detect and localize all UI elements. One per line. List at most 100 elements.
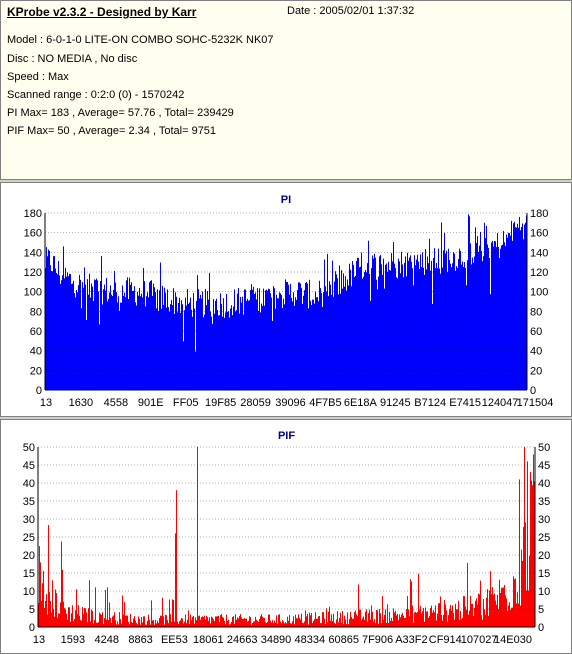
bar bbox=[308, 308, 309, 390]
x-tick-label: 91245 bbox=[380, 397, 411, 409]
bar bbox=[370, 300, 371, 390]
bar bbox=[301, 613, 302, 627]
bar bbox=[43, 570, 44, 627]
bar bbox=[229, 317, 230, 390]
bar bbox=[441, 614, 442, 627]
bar bbox=[58, 613, 59, 627]
bar bbox=[75, 610, 76, 627]
bar bbox=[138, 295, 139, 390]
bar bbox=[67, 272, 68, 390]
bar bbox=[236, 619, 237, 627]
y-tick-label-left: 40 bbox=[23, 478, 35, 490]
bar bbox=[74, 619, 75, 627]
bar bbox=[237, 617, 238, 627]
bar bbox=[150, 624, 151, 627]
y-tick-label-left: 120 bbox=[24, 267, 42, 279]
bar bbox=[400, 617, 401, 627]
bar bbox=[84, 607, 85, 627]
bar bbox=[154, 287, 155, 390]
bar bbox=[312, 299, 313, 390]
bar bbox=[465, 606, 466, 627]
bar bbox=[87, 279, 88, 390]
bar bbox=[66, 613, 67, 627]
bar bbox=[437, 613, 438, 627]
bar bbox=[226, 614, 227, 627]
bar bbox=[194, 308, 195, 390]
bar bbox=[279, 614, 280, 627]
bar bbox=[377, 610, 378, 627]
bar bbox=[456, 609, 457, 627]
bar bbox=[120, 619, 121, 627]
bar bbox=[146, 624, 147, 627]
bar bbox=[190, 297, 191, 390]
bar bbox=[205, 619, 206, 627]
bar bbox=[122, 595, 123, 627]
bar bbox=[179, 621, 180, 627]
bar bbox=[527, 461, 528, 627]
bar bbox=[378, 623, 379, 627]
bar bbox=[255, 292, 256, 390]
y-tick-label-right: 5 bbox=[538, 604, 544, 616]
y-tick-label-left: 20 bbox=[23, 550, 35, 562]
bar bbox=[162, 597, 163, 627]
bar bbox=[269, 289, 270, 390]
bar bbox=[55, 268, 56, 390]
bar bbox=[62, 275, 63, 390]
bar bbox=[168, 623, 169, 627]
bar bbox=[113, 289, 114, 390]
bar bbox=[378, 276, 379, 390]
bar bbox=[75, 297, 76, 390]
bar bbox=[192, 616, 193, 627]
y-tick-label-right: 160 bbox=[530, 228, 548, 240]
bar bbox=[212, 617, 213, 627]
bar bbox=[428, 617, 429, 627]
bar bbox=[135, 302, 136, 390]
bar bbox=[89, 580, 90, 627]
bar bbox=[208, 299, 209, 390]
bar bbox=[150, 280, 151, 390]
bar bbox=[457, 267, 458, 390]
bar bbox=[361, 620, 362, 627]
bar bbox=[295, 297, 296, 390]
bar bbox=[404, 262, 405, 390]
bar bbox=[379, 608, 380, 627]
bar bbox=[316, 297, 317, 390]
bar bbox=[438, 248, 439, 390]
bar bbox=[429, 238, 430, 390]
bar bbox=[258, 621, 259, 627]
bar bbox=[147, 292, 148, 390]
bar bbox=[446, 610, 447, 627]
bar bbox=[158, 622, 159, 627]
pi-chart: PI 0 0 20 20 40 40 60 60 80 80 100 100 120 120 140 140 16… bbox=[24, 194, 554, 409]
bar bbox=[511, 220, 512, 390]
x-tick-label: 8863 bbox=[128, 634, 152, 646]
bar bbox=[414, 612, 415, 627]
bar bbox=[106, 619, 107, 627]
bar bbox=[275, 308, 276, 390]
bar bbox=[426, 269, 427, 390]
bar bbox=[514, 579, 515, 627]
bar bbox=[76, 589, 77, 627]
bar bbox=[342, 611, 343, 627]
bar bbox=[452, 263, 453, 390]
bar bbox=[245, 618, 246, 627]
bar bbox=[320, 288, 321, 390]
bar bbox=[472, 603, 473, 627]
bar bbox=[482, 261, 483, 390]
bar bbox=[496, 604, 497, 627]
bar bbox=[161, 308, 162, 390]
bar bbox=[49, 592, 50, 627]
bar bbox=[463, 596, 464, 627]
bar bbox=[71, 613, 72, 627]
bar bbox=[51, 270, 52, 390]
bar bbox=[102, 612, 103, 627]
bar bbox=[253, 286, 254, 390]
bar bbox=[518, 227, 519, 390]
bar bbox=[389, 269, 390, 390]
y-tick-label-right: 35 bbox=[538, 496, 550, 508]
bar bbox=[422, 611, 423, 627]
bar bbox=[129, 624, 130, 627]
x-tick-label: 24663 bbox=[227, 634, 258, 646]
bar bbox=[259, 288, 260, 390]
bar bbox=[287, 281, 288, 390]
